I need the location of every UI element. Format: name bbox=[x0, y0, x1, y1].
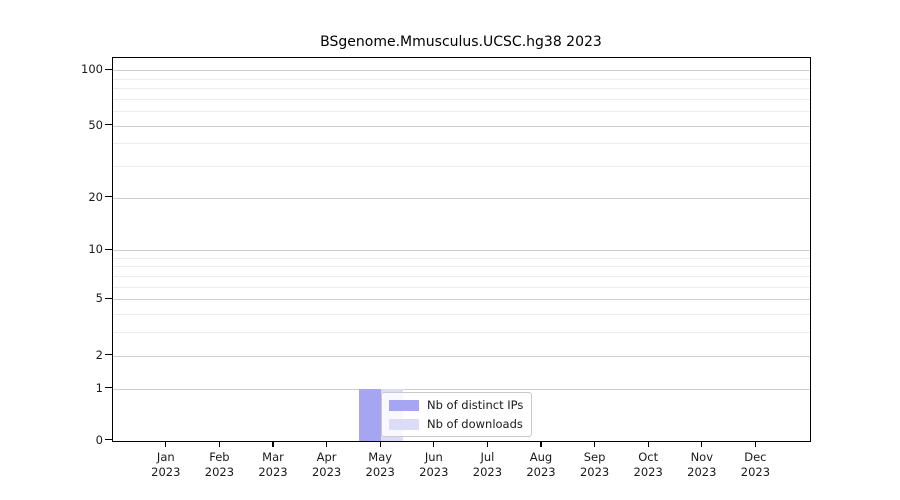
x-tick-mark bbox=[754, 441, 757, 447]
x-tick-label: Jan 2023 bbox=[136, 450, 196, 480]
month-label: Mar bbox=[262, 450, 284, 464]
minor-gridline bbox=[113, 110, 810, 112]
y-tick-label: 1 bbox=[95, 380, 103, 395]
year-label: 2023 bbox=[311, 465, 342, 479]
major-gridline bbox=[113, 125, 810, 127]
month-label: Dec bbox=[744, 450, 767, 464]
chart-title: BSgenome.Mmusculus.UCSC.hg38 2023 bbox=[320, 34, 602, 50]
major-gridline bbox=[113, 388, 810, 390]
y-tick-mark bbox=[105, 68, 112, 70]
year-label: 2023 bbox=[258, 465, 288, 479]
year-label: 2023 bbox=[151, 465, 181, 479]
x-tick-label: Nov 2023 bbox=[672, 450, 732, 480]
x-tick-mark bbox=[433, 441, 435, 447]
month-label: May bbox=[368, 450, 393, 464]
legend: Nb of distinct IPs Nb of downloads bbox=[381, 392, 533, 437]
month-label: Sep bbox=[583, 450, 606, 464]
x-tick-mark bbox=[218, 441, 221, 447]
month-label: Jan bbox=[156, 450, 175, 464]
x-tick-mark bbox=[701, 441, 703, 447]
year-label: 2023 bbox=[687, 465, 717, 479]
year-label: 2023 bbox=[526, 465, 556, 479]
month-label: Jun bbox=[424, 450, 443, 464]
legend-label-distinct-ips: Nb of distinct IPs bbox=[427, 398, 524, 412]
x-tick-mark bbox=[165, 441, 167, 447]
y-tick-mark bbox=[105, 439, 112, 441]
minor-gridline bbox=[113, 275, 810, 277]
y-tick-label: 2 bbox=[95, 347, 103, 362]
major-gridline bbox=[113, 70, 810, 72]
year-label: 2023 bbox=[472, 465, 503, 479]
x-tick-mark bbox=[647, 441, 649, 447]
month-label: Feb bbox=[209, 450, 230, 464]
year-label: 2023 bbox=[633, 465, 663, 479]
x-tick-mark bbox=[486, 441, 489, 447]
y-tick-label: 0 bbox=[95, 432, 103, 447]
major-gridline bbox=[113, 197, 810, 199]
x-tick-label: May 2023 bbox=[350, 450, 410, 480]
year-label: 2023 bbox=[740, 465, 771, 479]
x-tick-label: Jun 2023 bbox=[404, 450, 464, 480]
month-label: Oct bbox=[638, 450, 659, 464]
x-tick-mark bbox=[325, 441, 328, 447]
major-gridline bbox=[113, 250, 810, 252]
x-tick-label: Aug 2023 bbox=[511, 450, 571, 480]
year-label: 2023 bbox=[419, 465, 449, 479]
y-tick-label: 100 bbox=[81, 62, 103, 77]
major-gridline bbox=[113, 299, 810, 301]
minor-gridline bbox=[113, 98, 810, 100]
minor-gridline bbox=[113, 286, 810, 288]
minor-gridline bbox=[113, 78, 810, 80]
month-label: Aug bbox=[529, 450, 553, 464]
y-tick-label: 50 bbox=[88, 117, 103, 132]
x-tick-label: Apr 2023 bbox=[297, 450, 357, 480]
x-tick-mark bbox=[272, 441, 274, 447]
x-tick-label: Feb 2023 bbox=[189, 450, 249, 480]
x-tick-label: Oct 2023 bbox=[618, 450, 678, 480]
minor-gridline bbox=[113, 266, 810, 268]
x-tick-label: Sep 2023 bbox=[565, 450, 625, 480]
legend-label-downloads: Nb of downloads bbox=[427, 417, 523, 431]
bar-distinct-ips bbox=[359, 388, 382, 441]
legend-entry-downloads: Nb of downloads bbox=[389, 417, 523, 431]
x-tick-label: Jul 2023 bbox=[457, 450, 517, 480]
minor-gridline bbox=[113, 165, 810, 167]
year-label: 2023 bbox=[579, 465, 610, 479]
legend-swatch-distinct-ips bbox=[389, 399, 419, 411]
x-tick-label: Dec 2023 bbox=[725, 450, 785, 480]
y-tick-mark bbox=[105, 354, 112, 356]
year-label: 2023 bbox=[204, 465, 235, 479]
y-tick-mark bbox=[105, 124, 112, 126]
minor-gridline bbox=[113, 143, 810, 145]
y-tick-label: 5 bbox=[95, 291, 103, 306]
minor-gridline bbox=[113, 332, 810, 334]
x-tick-label: Mar 2023 bbox=[243, 450, 303, 480]
y-tick-mark bbox=[105, 248, 112, 250]
year-label: 2023 bbox=[365, 465, 395, 479]
major-gridline bbox=[113, 355, 810, 357]
y-tick-mark bbox=[105, 196, 112, 198]
minor-gridline bbox=[113, 314, 810, 316]
y-tick-mark bbox=[105, 387, 112, 389]
y-tick-mark bbox=[105, 297, 112, 300]
month-label: Jul bbox=[480, 450, 495, 464]
plot-area: Nb of distinct IPs Nb of downloads bbox=[112, 57, 811, 442]
month-label: Nov bbox=[690, 450, 714, 464]
y-tick-label: 10 bbox=[88, 242, 103, 257]
minor-gridline bbox=[113, 87, 810, 89]
x-tick-mark bbox=[540, 441, 542, 447]
legend-swatch-downloads bbox=[389, 418, 419, 430]
x-tick-mark bbox=[379, 441, 381, 447]
x-tick-mark bbox=[593, 441, 596, 447]
y-tick-label: 20 bbox=[88, 189, 103, 204]
month-label: Apr bbox=[316, 450, 337, 464]
minor-gridline bbox=[113, 257, 810, 259]
legend-entry-distinct-ips: Nb of distinct IPs bbox=[389, 398, 523, 412]
